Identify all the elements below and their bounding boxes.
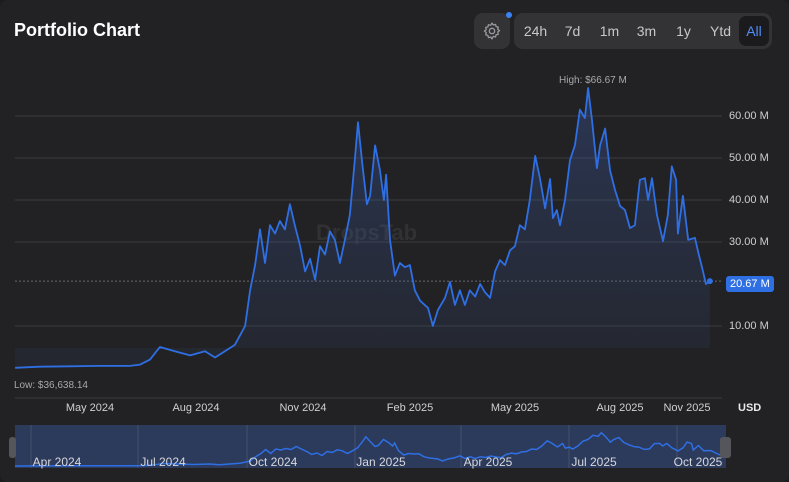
range-24h[interactable]: 24h [523, 23, 548, 39]
x-tick-label: Aug 2024 [172, 402, 220, 414]
notification-dot [506, 12, 512, 18]
x-tick-label: May 2025 [490, 402, 540, 414]
navigator-background [15, 425, 726, 468]
settings-button[interactable] [474, 12, 512, 49]
y-tick-label: 30.00 M [729, 236, 769, 248]
navigator-label: Jul 2024 [140, 455, 186, 469]
navigator-right-handle[interactable] [720, 437, 731, 458]
series-line [15, 87, 711, 369]
range-all[interactable]: All [739, 16, 769, 46]
time-range-selector: 24h 7d 1m 3m 1y Ytd All [514, 13, 772, 49]
high-label: High: $66.67 M [559, 75, 627, 86]
y-tick-label: 40.00 M [729, 194, 769, 206]
y-tick-label: 10.00 M [729, 320, 769, 332]
navigator-left-handle[interactable] [9, 437, 16, 458]
range-3m[interactable]: 3m [636, 23, 657, 39]
navigator-label: Jul 2025 [571, 455, 617, 469]
current-value-badge: 20.67 M [726, 276, 774, 292]
navigator-label: Jan 2025 [356, 455, 406, 469]
series-area [15, 88, 710, 368]
gear-icon [483, 22, 501, 40]
navigator-label: Oct 2025 [673, 455, 723, 469]
range-ytd[interactable]: Ytd [709, 23, 731, 39]
range-7d[interactable]: 7d [564, 23, 581, 39]
range-1m[interactable]: 1m [599, 23, 620, 39]
currency-label: USD [738, 402, 762, 414]
x-tick-label: Nov 2024 [279, 402, 327, 414]
current-point [706, 278, 713, 285]
range-1y[interactable]: 1y [676, 23, 691, 39]
x-tick-label: May 2024 [65, 402, 115, 414]
y-tick-label: 60.00 M [729, 110, 769, 122]
navigator-label: Oct 2024 [248, 455, 298, 469]
y-tick-label: 50.00 M [729, 152, 769, 164]
navigator-line [14, 431, 727, 467]
page-title: Portfolio Chart [14, 20, 140, 40]
navigator-label: Apr 2025 [463, 455, 513, 469]
x-tick-label: Feb 2025 [386, 402, 434, 414]
navigator-label: Apr 2024 [32, 455, 82, 469]
low-label: Low: $36,638.14 [14, 380, 88, 391]
x-tick-label: Nov 2025 [663, 402, 711, 414]
x-tick-label: Aug 2025 [596, 402, 644, 414]
